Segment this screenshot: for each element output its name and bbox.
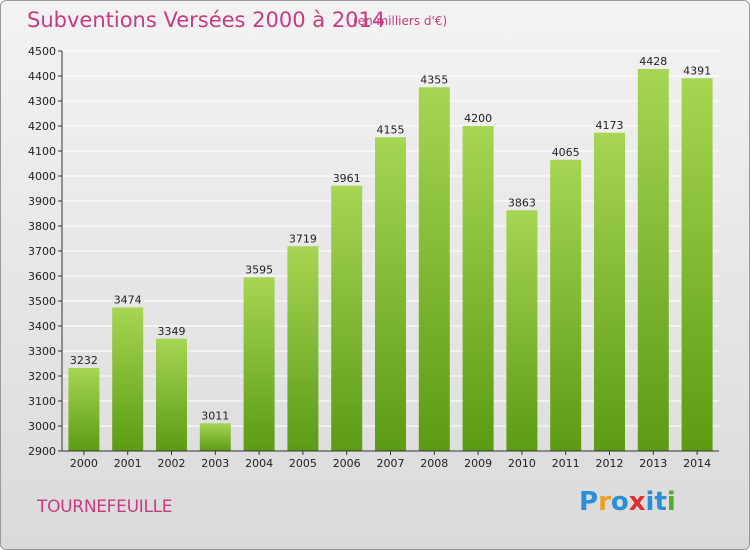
- y-tick-label: 4200: [28, 120, 56, 133]
- x-tick-label: 2002: [158, 457, 186, 470]
- x-tick-label: 2004: [245, 457, 273, 470]
- y-tick-label: 3200: [28, 370, 56, 383]
- bar-2002: [156, 338, 187, 451]
- logo-letter: i: [645, 487, 655, 517]
- bar-value-label: 4428: [639, 55, 667, 68]
- y-tick-label: 3000: [28, 420, 56, 433]
- chart-subtitle: (en milliers d'€): [353, 14, 448, 28]
- bar-2012: [594, 132, 625, 451]
- y-tick-label: 2900: [28, 445, 56, 458]
- x-tick-label: 2010: [508, 457, 536, 470]
- bar-value-label: 4155: [377, 123, 405, 136]
- x-tick-label: 2013: [639, 457, 667, 470]
- logo-letter: x: [628, 487, 646, 517]
- bar-value-label: 3863: [508, 196, 536, 209]
- y-tick-label: 3700: [28, 245, 56, 258]
- bar-2001: [112, 307, 144, 451]
- bar-value-label: 3719: [289, 232, 317, 245]
- bar-value-label: 3961: [333, 172, 361, 185]
- x-tick-label: 2005: [289, 457, 317, 470]
- logo-letter: P: [579, 487, 599, 517]
- bar-value-label: 4355: [420, 73, 448, 86]
- x-tick-label: 2012: [596, 457, 624, 470]
- x-tick-label: 2003: [201, 457, 229, 470]
- logo-letter: t: [654, 487, 667, 517]
- x-tick-label: 2007: [377, 457, 405, 470]
- proxiti-logo[interactable]: Proxiti: [579, 487, 676, 517]
- x-tick-label: 2006: [333, 457, 361, 470]
- bar-2005: [287, 246, 319, 451]
- y-tick-label: 4500: [28, 45, 56, 58]
- bar-value-label: 4173: [596, 119, 624, 132]
- x-tick-label: 2011: [552, 457, 580, 470]
- bar-2010: [506, 210, 538, 451]
- x-tick-label: 2008: [420, 457, 448, 470]
- chart-title: Subventions Versées 2000 à 2014: [27, 8, 386, 32]
- logo-letter: r: [598, 487, 611, 517]
- bar-2013: [637, 69, 669, 451]
- y-axis: 2900 3000 3100 3200 3300 3400 3500 3600 3700 3800…: [28, 45, 63, 458]
- y-tick-label: 3900: [28, 195, 56, 208]
- x-tick-label: 2009: [464, 457, 492, 470]
- y-tick-label: 3600: [28, 270, 56, 283]
- bar-value-label: 3349: [158, 325, 186, 338]
- y-tick-label: 4000: [28, 170, 56, 183]
- x-tick-label: 2014: [683, 457, 711, 470]
- x-tick-label: 2001: [114, 457, 142, 470]
- y-tick-label: 4400: [28, 70, 56, 83]
- bar-value-label: 4065: [552, 146, 580, 159]
- y-tick-label: 3500: [28, 295, 56, 308]
- bar-value-label: 3232: [70, 354, 98, 367]
- bars: 3232 3474 3349 3011 3595 3719 3961 4155 4355 4200…: [68, 55, 713, 451]
- bar-value-label: 4200: [464, 112, 492, 125]
- bar-2003: [199, 423, 231, 451]
- x-axis: 2000 2001 2002 2003 2004 2005 2006 2007 2008 2009…: [62, 450, 719, 470]
- logo-letter: i: [666, 487, 676, 517]
- bar-2006: [331, 185, 363, 451]
- bar-2008: [418, 87, 450, 451]
- bar-2007: [375, 137, 406, 451]
- y-tick-label: 3400: [28, 320, 56, 333]
- bar-2014: [681, 78, 713, 451]
- x-tick-label: 2000: [70, 457, 98, 470]
- y-tick-label: 4100: [28, 145, 56, 158]
- bar-2004: [243, 277, 275, 451]
- bar-value-label: 3595: [245, 263, 273, 276]
- bar-2009: [462, 126, 494, 451]
- bar-value-label: 4391: [683, 64, 711, 77]
- logo-letter: o: [610, 487, 629, 517]
- bar-value-label: 3474: [114, 294, 142, 307]
- y-tick-label: 3300: [28, 345, 56, 358]
- bar-2000: [68, 368, 100, 451]
- commune-name: TOURNEFEUILLE: [37, 497, 173, 517]
- y-tick-label: 3800: [28, 220, 56, 233]
- bar-2011: [550, 159, 582, 451]
- y-tick-label: 3100: [28, 395, 56, 408]
- y-tick-label: 4300: [28, 95, 56, 108]
- bar-value-label: 3011: [201, 409, 229, 422]
